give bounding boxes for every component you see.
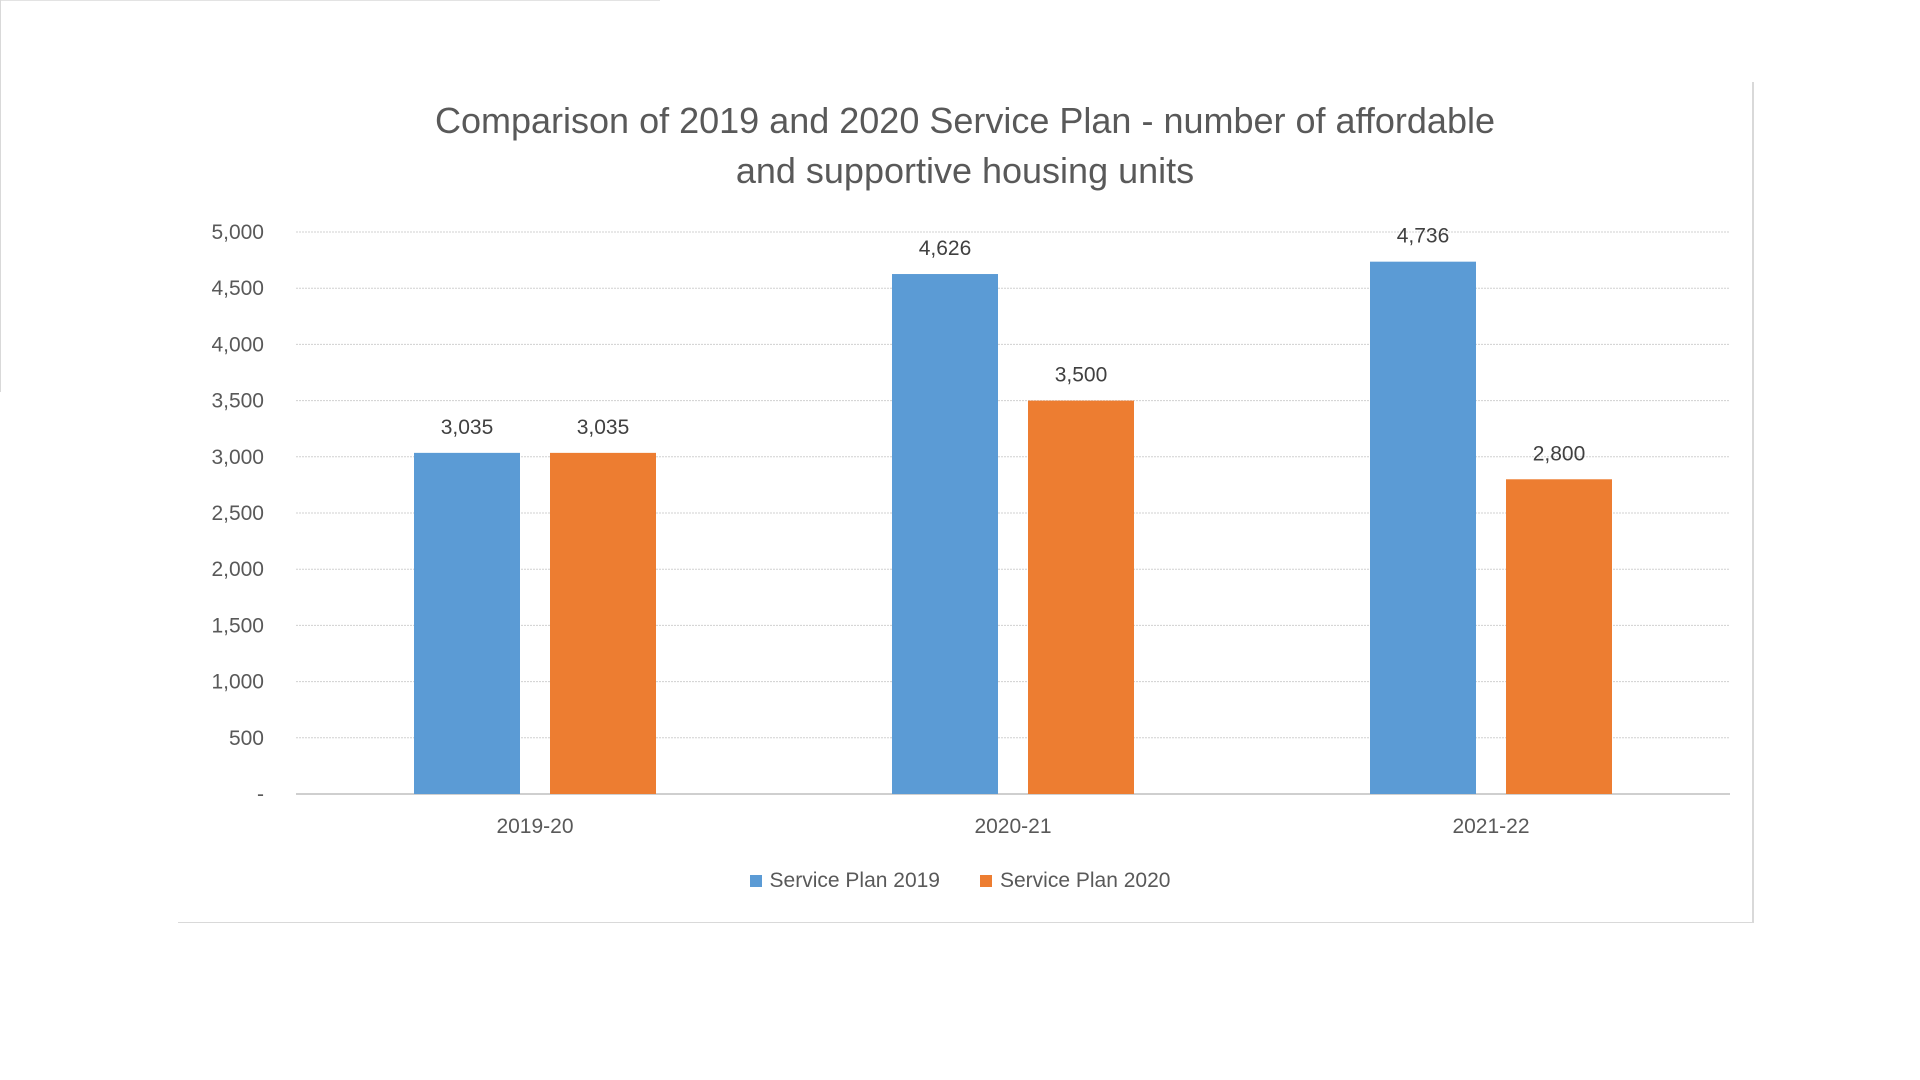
legend-item-series-2: Service Plan 2020: [980, 869, 1170, 893]
y-tick-label: 500: [229, 727, 264, 750]
chart-title-line-2: and supportive housing units: [735, 150, 1195, 191]
background-fragment-top: [0, 0, 660, 1]
background-fragment-left: [0, 0, 1, 392]
chart-title-line-1: Comparison of 2019 and 2020 Service Plan…: [435, 100, 1495, 141]
y-tick-label: 2,000: [211, 558, 264, 581]
bar-service-plan-2019-2019-20: [414, 452, 520, 794]
y-tick-label: 5,000: [211, 221, 264, 244]
chart-legend: Service Plan 2019 Service Plan 2020: [0, 866, 1920, 896]
data-label: 2,800: [1533, 442, 1586, 465]
bar-service-plan-2020-2019-20: [550, 452, 656, 794]
data-label: 4,736: [1397, 225, 1450, 248]
legend-item-series-1: Service Plan 2019: [749, 869, 940, 893]
y-tick-label: 3,500: [211, 390, 264, 413]
x-tick-label: 2019-20: [496, 815, 573, 838]
legend-label-series-2: Service Plan 2020: [1000, 869, 1171, 892]
legend-swatch-series-2: [980, 875, 992, 887]
data-label: 3,035: [577, 416, 630, 439]
data-label: 4,626: [919, 237, 972, 260]
legend-swatch-series-1: [749, 875, 762, 887]
bar-service-plan-2020-2020-21: [1028, 400, 1134, 794]
x-tick-label: 2021-22: [1452, 815, 1529, 838]
x-tick-label: 2020-21: [974, 815, 1051, 838]
bar-service-plan-2020-2021-22: [1506, 479, 1612, 794]
y-tick-label: -: [257, 783, 264, 806]
y-tick-label: 1,500: [211, 614, 264, 637]
chart-title: Comparison of 2019 and 2020 Service Plan…: [178, 96, 1752, 196]
y-tick-label: 4,500: [211, 277, 264, 300]
y-tick-label: 3,000: [211, 446, 264, 469]
legend-label-series-1: Service Plan 2019: [769, 869, 940, 892]
y-tick-label: 1,000: [211, 671, 264, 694]
bar-service-plan-2019-2021-22: [1370, 261, 1476, 795]
data-label: 3,500: [1055, 364, 1108, 387]
chart-area-frame: [178, 82, 1754, 923]
y-tick-label: 2,500: [211, 502, 264, 525]
data-label: 3,035: [441, 416, 494, 439]
y-tick-label: 4,000: [211, 333, 264, 356]
bar-service-plan-2019-2020-21: [892, 274, 998, 794]
